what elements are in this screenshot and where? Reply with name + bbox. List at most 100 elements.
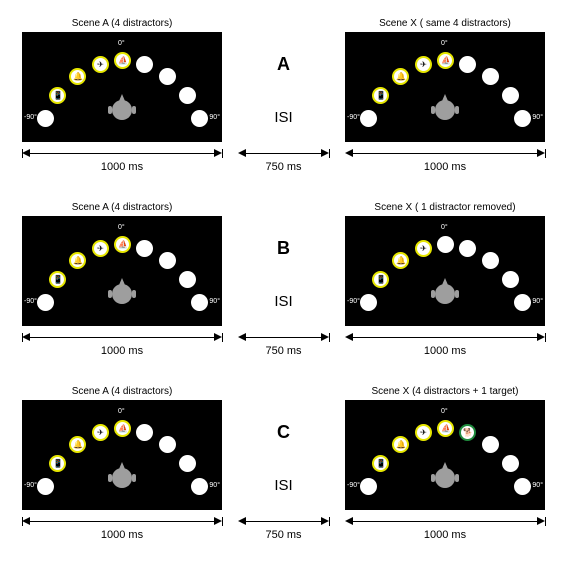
loudspeaker-distractor: 📱 bbox=[372, 455, 389, 472]
ship-icon: ⛵ bbox=[441, 56, 450, 65]
phone-icon: 📱 bbox=[53, 275, 62, 284]
bell-icon: 🔔 bbox=[73, 256, 82, 265]
scene-title: Scene A (4 distractors) bbox=[22, 386, 222, 397]
listener-head-icon bbox=[112, 468, 132, 488]
ship-icon: ⛵ bbox=[118, 240, 127, 249]
degree-label: 0° bbox=[118, 408, 125, 415]
plane-icon: ✈ bbox=[419, 428, 428, 437]
loudspeaker-distractor: 📱 bbox=[49, 271, 66, 288]
loudspeaker-empty bbox=[360, 110, 377, 127]
loudspeaker-empty bbox=[159, 436, 176, 453]
degree-label: -90° bbox=[347, 298, 360, 305]
duration-label: 750 ms bbox=[238, 345, 329, 357]
loudspeaker-distractor: 🔔 bbox=[392, 68, 409, 85]
timeline: 1000 ms750 ms1000 ms bbox=[0, 333, 567, 363]
condition-label: B bbox=[246, 238, 321, 259]
loudspeaker-distractor: ✈ bbox=[415, 240, 432, 257]
condition-row: Scene A (4 distractors)0°-90°90°📱🔔✈⛵Scen… bbox=[0, 198, 567, 375]
loudspeaker-empty bbox=[191, 110, 208, 127]
degree-label: 90° bbox=[209, 482, 220, 489]
loudspeaker-distractor: ⛵ bbox=[437, 420, 454, 437]
bell-icon: 🔔 bbox=[396, 440, 405, 449]
loudspeaker-distractor: ✈ bbox=[92, 56, 109, 73]
loudspeaker-distractor: ✈ bbox=[415, 56, 432, 73]
duration-label: 750 ms bbox=[238, 529, 329, 541]
bell-icon: 🔔 bbox=[73, 72, 82, 81]
scene-panel-right: Scene X ( 1 distractor removed)0°-90°90°… bbox=[345, 216, 545, 326]
listener-head-icon bbox=[112, 284, 132, 304]
listener-head-icon bbox=[112, 100, 132, 120]
duration-label: 1000 ms bbox=[345, 345, 545, 357]
loudspeaker-empty bbox=[136, 240, 153, 257]
loudspeaker-distractor: 🔔 bbox=[69, 436, 86, 453]
isi-label: ISI bbox=[246, 477, 321, 494]
loudspeaker-distractor: ⛵ bbox=[114, 52, 131, 69]
scene-title: Scene A (4 distractors) bbox=[22, 202, 222, 213]
loudspeaker-empty bbox=[37, 110, 54, 127]
isi-label: ISI bbox=[246, 109, 321, 126]
figure-root: Scene A (4 distractors) 0° -90° 90° 📱 🔔 ✈ ⛵ Scen… bbox=[0, 0, 567, 566]
loudspeaker-empty bbox=[136, 424, 153, 441]
loudspeaker-empty bbox=[514, 478, 531, 495]
scene-panel-left: Scene A (4 distractors)0°-90°90°📱🔔✈⛵ bbox=[22, 216, 222, 326]
loudspeaker-empty bbox=[502, 271, 519, 288]
loudspeaker-distractor: 🔔 bbox=[69, 252, 86, 269]
degree-label: -90° bbox=[347, 482, 360, 489]
loudspeaker-empty bbox=[191, 294, 208, 311]
loudspeaker-distractor: 🔔 bbox=[392, 436, 409, 453]
listener-head-icon bbox=[435, 284, 455, 304]
degree-label: 0° bbox=[441, 224, 448, 231]
loudspeaker-empty bbox=[159, 68, 176, 85]
plane-icon: ✈ bbox=[419, 244, 428, 253]
listener-head-icon bbox=[435, 468, 455, 488]
loudspeaker-empty bbox=[459, 56, 476, 73]
loudspeaker-empty bbox=[482, 252, 499, 269]
condition-row: Scene A (4 distractors)0°-90°90°📱🔔✈⛵Scen… bbox=[0, 382, 567, 559]
loudspeaker-empty bbox=[179, 271, 196, 288]
loudspeaker-empty bbox=[502, 87, 519, 104]
loudspeaker-empty bbox=[179, 87, 196, 104]
degree-label: 0° bbox=[118, 40, 125, 47]
scene-panel-left: Scene A (4 distractors)0°-90°90°📱🔔✈⛵ bbox=[22, 32, 222, 142]
bell-icon: 🔔 bbox=[396, 256, 405, 265]
degree-label: -90° bbox=[24, 482, 37, 489]
loudspeaker-distractor: ⛵ bbox=[437, 52, 454, 69]
dog-icon: 🐕 bbox=[463, 428, 472, 437]
condition-label: A bbox=[246, 54, 321, 75]
ship-icon: ⛵ bbox=[118, 424, 127, 433]
ship-icon: ⛵ bbox=[441, 424, 450, 433]
scene-panel-right: Scene X ( same 4 distractors)0°-90°90°📱🔔… bbox=[345, 32, 545, 142]
loudspeaker-empty bbox=[191, 478, 208, 495]
degree-label: 90° bbox=[532, 114, 543, 121]
degree-label: -90° bbox=[24, 114, 37, 121]
duration-label: 750 ms bbox=[238, 161, 329, 173]
scene-title: Scene X ( same 4 distractors) bbox=[345, 18, 545, 29]
loudspeaker-empty bbox=[37, 294, 54, 311]
loudspeaker-distractor: ✈ bbox=[92, 240, 109, 257]
degree-label: 90° bbox=[532, 482, 543, 489]
plane-icon: ✈ bbox=[96, 244, 105, 253]
isi-label: ISI bbox=[246, 293, 321, 310]
bell-icon: 🔔 bbox=[73, 440, 82, 449]
loudspeaker-empty bbox=[159, 252, 176, 269]
loudspeaker-empty bbox=[514, 110, 531, 127]
timeline: 1000 ms750 ms1000 ms bbox=[0, 149, 567, 179]
duration-label: 1000 ms bbox=[345, 529, 545, 541]
degree-label: 0° bbox=[118, 224, 125, 231]
phone-icon: 📱 bbox=[376, 459, 385, 468]
degree-label: 90° bbox=[209, 298, 220, 305]
phone-icon: 📱 bbox=[53, 91, 62, 100]
loudspeaker-empty bbox=[482, 68, 499, 85]
condition-label: C bbox=[246, 422, 321, 443]
timeline: 1000 ms750 ms1000 ms bbox=[0, 517, 567, 547]
degree-label: -90° bbox=[347, 114, 360, 121]
duration-label: 1000 ms bbox=[22, 161, 222, 173]
plane-icon: ✈ bbox=[96, 428, 105, 437]
loudspeaker-empty bbox=[360, 478, 377, 495]
listener-head-icon bbox=[435, 100, 455, 120]
loudspeaker-empty bbox=[179, 455, 196, 472]
loudspeaker-distractor: ⛵ bbox=[114, 420, 131, 437]
loudspeaker-empty bbox=[360, 294, 377, 311]
loudspeaker-empty bbox=[37, 478, 54, 495]
loudspeaker-distractor: ⛵ bbox=[114, 236, 131, 253]
